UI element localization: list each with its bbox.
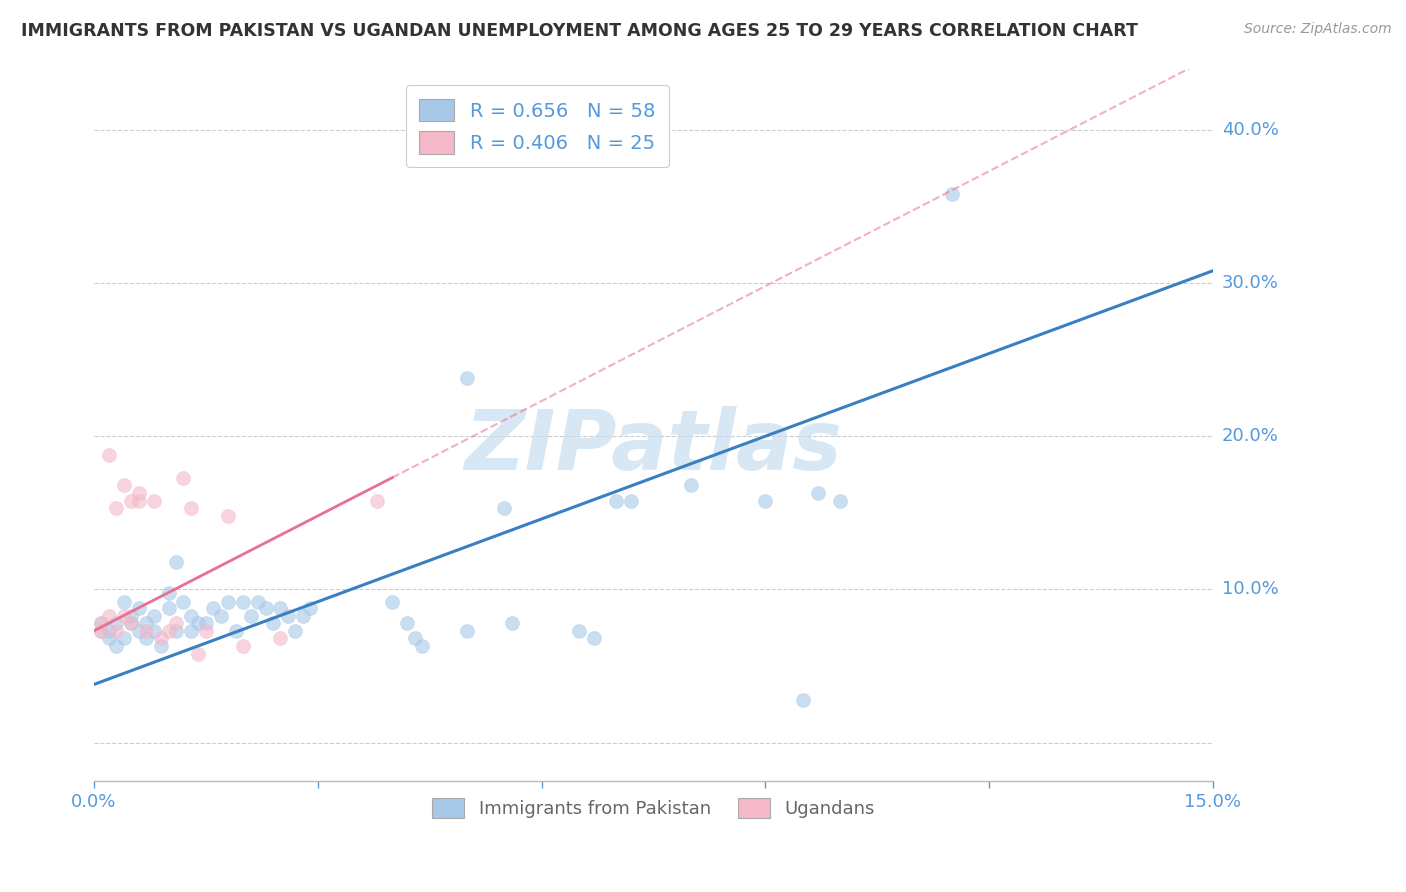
Point: [165, 555, 187, 569]
Text: Source: ZipAtlas.com: Source: ZipAtlas.com: [1244, 22, 1392, 37]
Point: [262, 616, 284, 631]
Point: [128, 486, 150, 500]
Point: [172, 595, 194, 609]
Point: [202, 600, 225, 615]
Point: [112, 608, 135, 623]
Point: [284, 624, 307, 638]
Point: [157, 600, 180, 615]
Legend: Immigrants from Pakistan, Ugandans: Immigrants from Pakistan, Ugandans: [425, 791, 883, 825]
Point: [150, 639, 173, 653]
Point: [217, 508, 239, 523]
Point: [142, 608, 165, 623]
Point: [269, 632, 291, 646]
Point: [194, 624, 217, 638]
Point: [120, 616, 142, 631]
Point: [366, 493, 388, 508]
Point: [754, 493, 776, 508]
Point: [187, 616, 209, 631]
Point: [97, 608, 120, 623]
Point: [180, 501, 202, 516]
Point: [239, 608, 262, 623]
Point: [142, 493, 165, 508]
Point: [135, 624, 157, 638]
Point: [112, 632, 135, 646]
Point: [291, 608, 314, 623]
Point: [150, 632, 173, 646]
Point: [97, 448, 120, 462]
Point: [112, 595, 135, 609]
Point: [232, 595, 254, 609]
Point: [225, 624, 247, 638]
Point: [180, 624, 202, 638]
Point: [165, 624, 187, 638]
Text: 40.0%: 40.0%: [1222, 120, 1278, 139]
Point: [194, 616, 217, 631]
Text: 30.0%: 30.0%: [1222, 274, 1278, 292]
Point: [105, 624, 128, 638]
Point: [172, 470, 194, 484]
Point: [247, 595, 270, 609]
Point: [97, 632, 120, 646]
Point: [90, 616, 112, 631]
Point: [501, 616, 523, 631]
Point: [806, 486, 828, 500]
Point: [494, 501, 516, 516]
Point: [120, 493, 142, 508]
Point: [97, 624, 120, 638]
Point: [105, 639, 128, 653]
Point: [90, 624, 112, 638]
Point: [142, 624, 165, 638]
Point: [381, 595, 404, 609]
Point: [128, 624, 150, 638]
Point: [187, 647, 209, 661]
Point: [456, 624, 478, 638]
Point: [120, 608, 142, 623]
Point: [792, 693, 814, 707]
Point: [105, 501, 128, 516]
Text: ZIPatlas: ZIPatlas: [464, 406, 842, 487]
Point: [679, 478, 702, 492]
Text: 10.0%: 10.0%: [1222, 581, 1278, 599]
Point: [128, 493, 150, 508]
Point: [254, 600, 277, 615]
Point: [112, 478, 135, 492]
Point: [135, 632, 157, 646]
Point: [135, 616, 157, 631]
Point: [180, 608, 202, 623]
Point: [582, 632, 605, 646]
Point: [105, 616, 128, 631]
Point: [217, 595, 239, 609]
Point: [90, 616, 112, 631]
Point: [209, 608, 232, 623]
Point: [277, 608, 299, 623]
Point: [941, 187, 963, 202]
Point: [411, 639, 433, 653]
Point: [620, 493, 643, 508]
Point: [269, 600, 291, 615]
Point: [120, 616, 142, 631]
Point: [456, 371, 478, 385]
Point: [404, 632, 426, 646]
Point: [828, 493, 851, 508]
Point: [165, 616, 187, 631]
Text: 20.0%: 20.0%: [1222, 427, 1278, 445]
Point: [157, 585, 180, 599]
Point: [232, 639, 254, 653]
Point: [568, 624, 591, 638]
Point: [90, 624, 112, 638]
Point: [128, 600, 150, 615]
Point: [299, 600, 322, 615]
Text: IMMIGRANTS FROM PAKISTAN VS UGANDAN UNEMPLOYMENT AMONG AGES 25 TO 29 YEARS CORRE: IMMIGRANTS FROM PAKISTAN VS UGANDAN UNEM…: [21, 22, 1137, 40]
Point: [396, 616, 419, 631]
Point: [157, 624, 180, 638]
Point: [605, 493, 627, 508]
